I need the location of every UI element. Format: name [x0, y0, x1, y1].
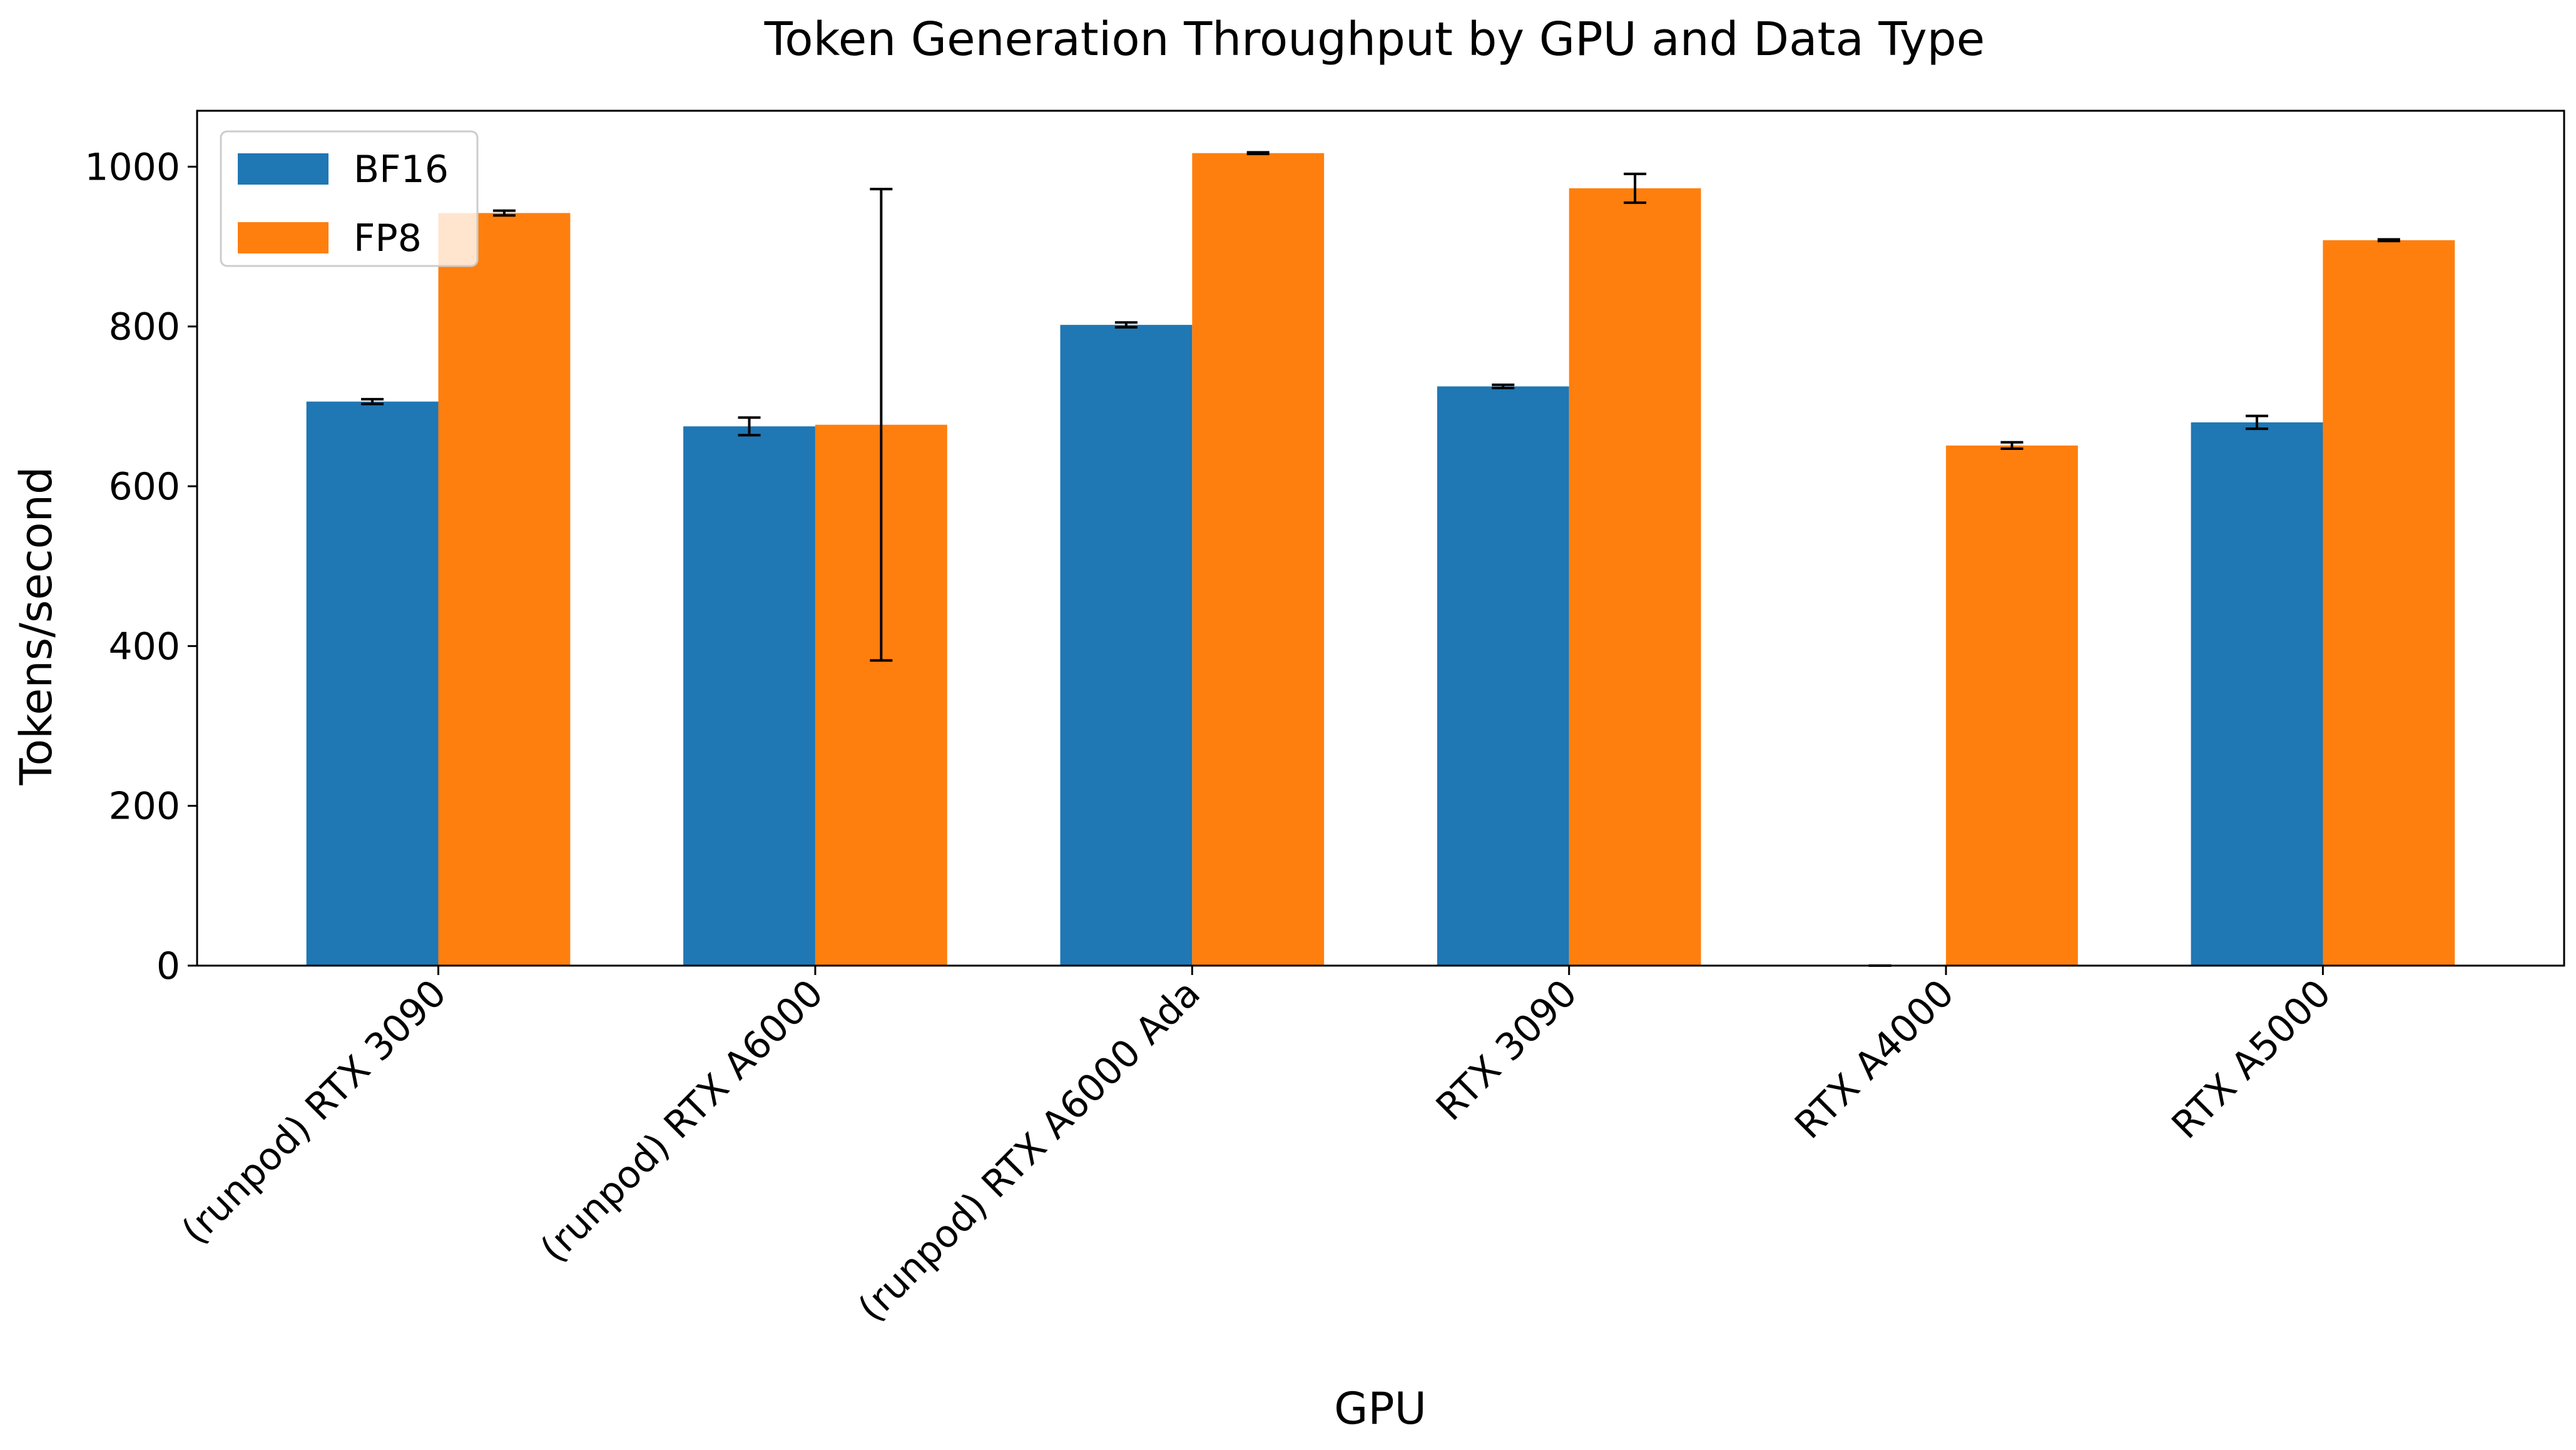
error-bar-fp8-1 [870, 188, 893, 662]
x-tick-label: (runpod) RTX A6000 [532, 971, 832, 1271]
error-bar-bf16-2 [1114, 321, 1138, 329]
bar-fp8-0 [438, 213, 571, 966]
bar-fp8-3 [1569, 188, 1701, 966]
error-bar-bf16-1 [738, 416, 761, 437]
y-tick-label: 800 [108, 305, 180, 349]
bar-fp8-2 [1192, 153, 1325, 966]
y-tick-label: 400 [108, 625, 180, 668]
error-bars-layer [361, 151, 2400, 967]
y-tick-label: 1000 [84, 145, 180, 189]
legend-label-fp8: FP8 [354, 217, 422, 260]
error-bar-fp8-2 [1246, 151, 1270, 155]
bar-bf16-2 [1060, 325, 1193, 966]
bar-fp8-4 [1946, 445, 2078, 966]
bar-bf16-1 [683, 426, 815, 966]
legend: BF16 FP8 [220, 130, 479, 267]
x-tick-label: (runpod) RTX A6000 Ada [850, 971, 1209, 1330]
y-tick-label: 600 [108, 465, 180, 509]
x-axis-label: GPU [1334, 1383, 1427, 1434]
x-tick-label: RTX A4000 [1786, 971, 1962, 1147]
bar-bf16-5 [2191, 422, 2323, 966]
x-tick-label: RTX A5000 [2164, 971, 2339, 1147]
legend-label-bf16: BF16 [354, 148, 449, 191]
error-bar-fp8-3 [1624, 172, 1647, 204]
x-tick-label: (runpod) RTX 3090 [173, 971, 455, 1253]
legend-swatch-fp8 [238, 222, 328, 253]
chart-title: Token Generation Throughput by GPU and D… [764, 13, 1985, 66]
y-tick-label: 200 [108, 785, 180, 829]
bar-bf16-0 [306, 401, 439, 966]
bar-fp8-5 [2323, 240, 2455, 966]
y-axis: 0 200 400 600 800 1000 [84, 145, 197, 988]
bar-bf16-3 [1437, 386, 1569, 966]
error-bar-bf16-5 [2246, 414, 2269, 431]
x-axis: (runpod) RTX 3090 (runpod) RTX A6000 (runp… [173, 966, 2339, 1330]
error-bar-bf16-3 [1492, 383, 1515, 389]
bars-layer [306, 153, 2455, 966]
error-bar-fp8-0 [492, 209, 516, 217]
error-bar-fp8-5 [2377, 238, 2400, 243]
plot-frame [196, 110, 2565, 967]
y-tick-label: 0 [156, 944, 180, 988]
x-tick-label: RTX 3090 [1428, 971, 1586, 1129]
error-bar-fp8-4 [2000, 441, 2024, 451]
legend-swatch-bf16 [238, 153, 328, 185]
y-axis-label: Tokens/second [11, 467, 62, 786]
error-bar-bf16-0 [361, 397, 384, 406]
